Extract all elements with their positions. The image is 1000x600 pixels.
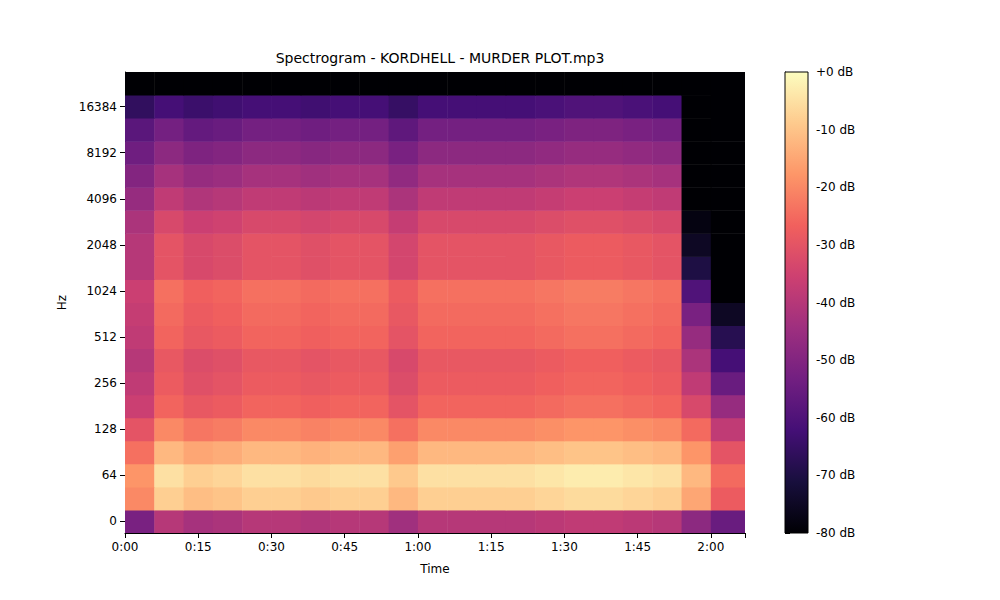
svg-text:8192: 8192 <box>86 146 117 160</box>
svg-text:0:15: 0:15 <box>185 540 212 554</box>
svg-text:0:00: 0:00 <box>112 540 139 554</box>
svg-text:4096: 4096 <box>86 192 117 206</box>
svg-text:1:00: 1:00 <box>404 540 431 554</box>
svg-text:-40 dB: -40 dB <box>816 296 855 310</box>
svg-text:Hz: Hz <box>55 295 69 310</box>
svg-text:1024: 1024 <box>86 284 117 298</box>
svg-text:-80 dB: -80 dB <box>816 526 855 540</box>
svg-text:0:30: 0:30 <box>258 540 285 554</box>
svg-text:2:00: 2:00 <box>697 540 724 554</box>
svg-text:1:30: 1:30 <box>551 540 578 554</box>
svg-text:-70 dB: -70 dB <box>816 468 855 482</box>
svg-text:-50 dB: -50 dB <box>816 353 855 367</box>
svg-text:0: 0 <box>109 514 117 528</box>
svg-text:1:15: 1:15 <box>478 540 505 554</box>
svg-text:Spectrogram - KORDHELL - MURDE: Spectrogram - KORDHELL - MURDER PLOT.mp3 <box>276 50 605 66</box>
svg-text:512: 512 <box>94 330 117 344</box>
svg-text:256: 256 <box>94 376 117 390</box>
svg-text:64: 64 <box>102 468 117 482</box>
svg-text:1:45: 1:45 <box>624 540 651 554</box>
svg-text:-10 dB: -10 dB <box>816 123 855 137</box>
svg-text:Time: Time <box>419 562 449 576</box>
svg-text:0:45: 0:45 <box>331 540 358 554</box>
svg-text:-30 dB: -30 dB <box>816 238 855 252</box>
svg-text:128: 128 <box>94 422 117 436</box>
svg-text:16384: 16384 <box>79 100 117 114</box>
svg-text:2048: 2048 <box>86 238 117 252</box>
svg-text:-20 dB: -20 dB <box>816 180 855 194</box>
svg-text:-60 dB: -60 dB <box>816 411 855 425</box>
svg-text:+0 dB: +0 dB <box>816 65 853 79</box>
